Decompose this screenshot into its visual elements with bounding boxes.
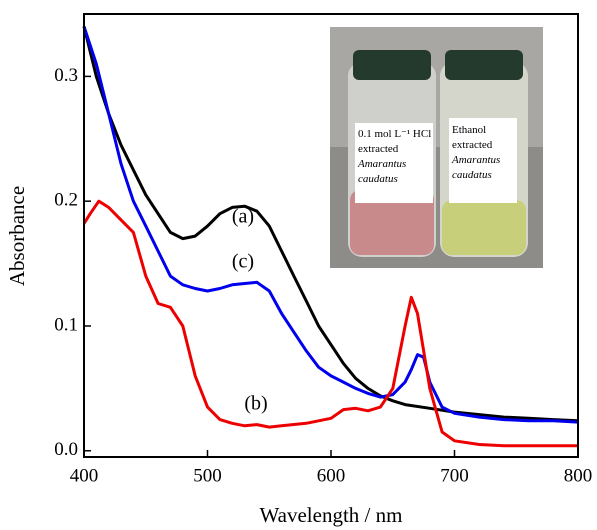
x-axis-label: Wavelength / nm	[260, 503, 403, 527]
inset-photo: 0.1 mol L⁻¹ HCl extracted Amarantus caud…	[330, 27, 543, 268]
inset-text: Amarantus	[357, 158, 406, 170]
y-tick-label: 0.2	[54, 190, 78, 211]
spectrum-line	[82, 199, 578, 448]
inset-text: extracted	[452, 139, 493, 151]
liquid-left	[350, 190, 434, 255]
y-axis-label: Absorbance	[5, 186, 29, 286]
y-tick-label: 0.0	[54, 439, 78, 460]
spectrum-line	[82, 26, 579, 424]
x-tick-label: 400	[70, 465, 99, 486]
x-tick-label: 800	[564, 465, 593, 486]
inset-text: Ethanol	[452, 124, 486, 136]
x-tick-label: 500	[193, 465, 222, 486]
x-tick-label: 600	[317, 465, 346, 486]
cap-right	[445, 50, 523, 80]
label-right	[449, 118, 517, 203]
inset-text: caudatus	[452, 169, 492, 181]
y-tick-label: 0.3	[54, 65, 78, 86]
curve-label: (c)	[232, 251, 254, 273]
cap-left	[353, 50, 431, 80]
curve-label: (a)	[232, 206, 254, 228]
x-tick-label: 700	[440, 465, 469, 486]
inset-text: 0.1 mol L⁻¹ HCl	[358, 128, 431, 140]
label-left	[355, 123, 433, 203]
inset-text: extracted	[358, 143, 399, 155]
spectrum-line	[82, 26, 579, 423]
curve-label: (b)	[244, 393, 267, 415]
y-tick-label: 0.1	[54, 314, 78, 335]
liquid-right	[442, 200, 526, 255]
inset-text: Amarantus	[451, 154, 500, 166]
inset-text: caudatus	[358, 173, 398, 185]
